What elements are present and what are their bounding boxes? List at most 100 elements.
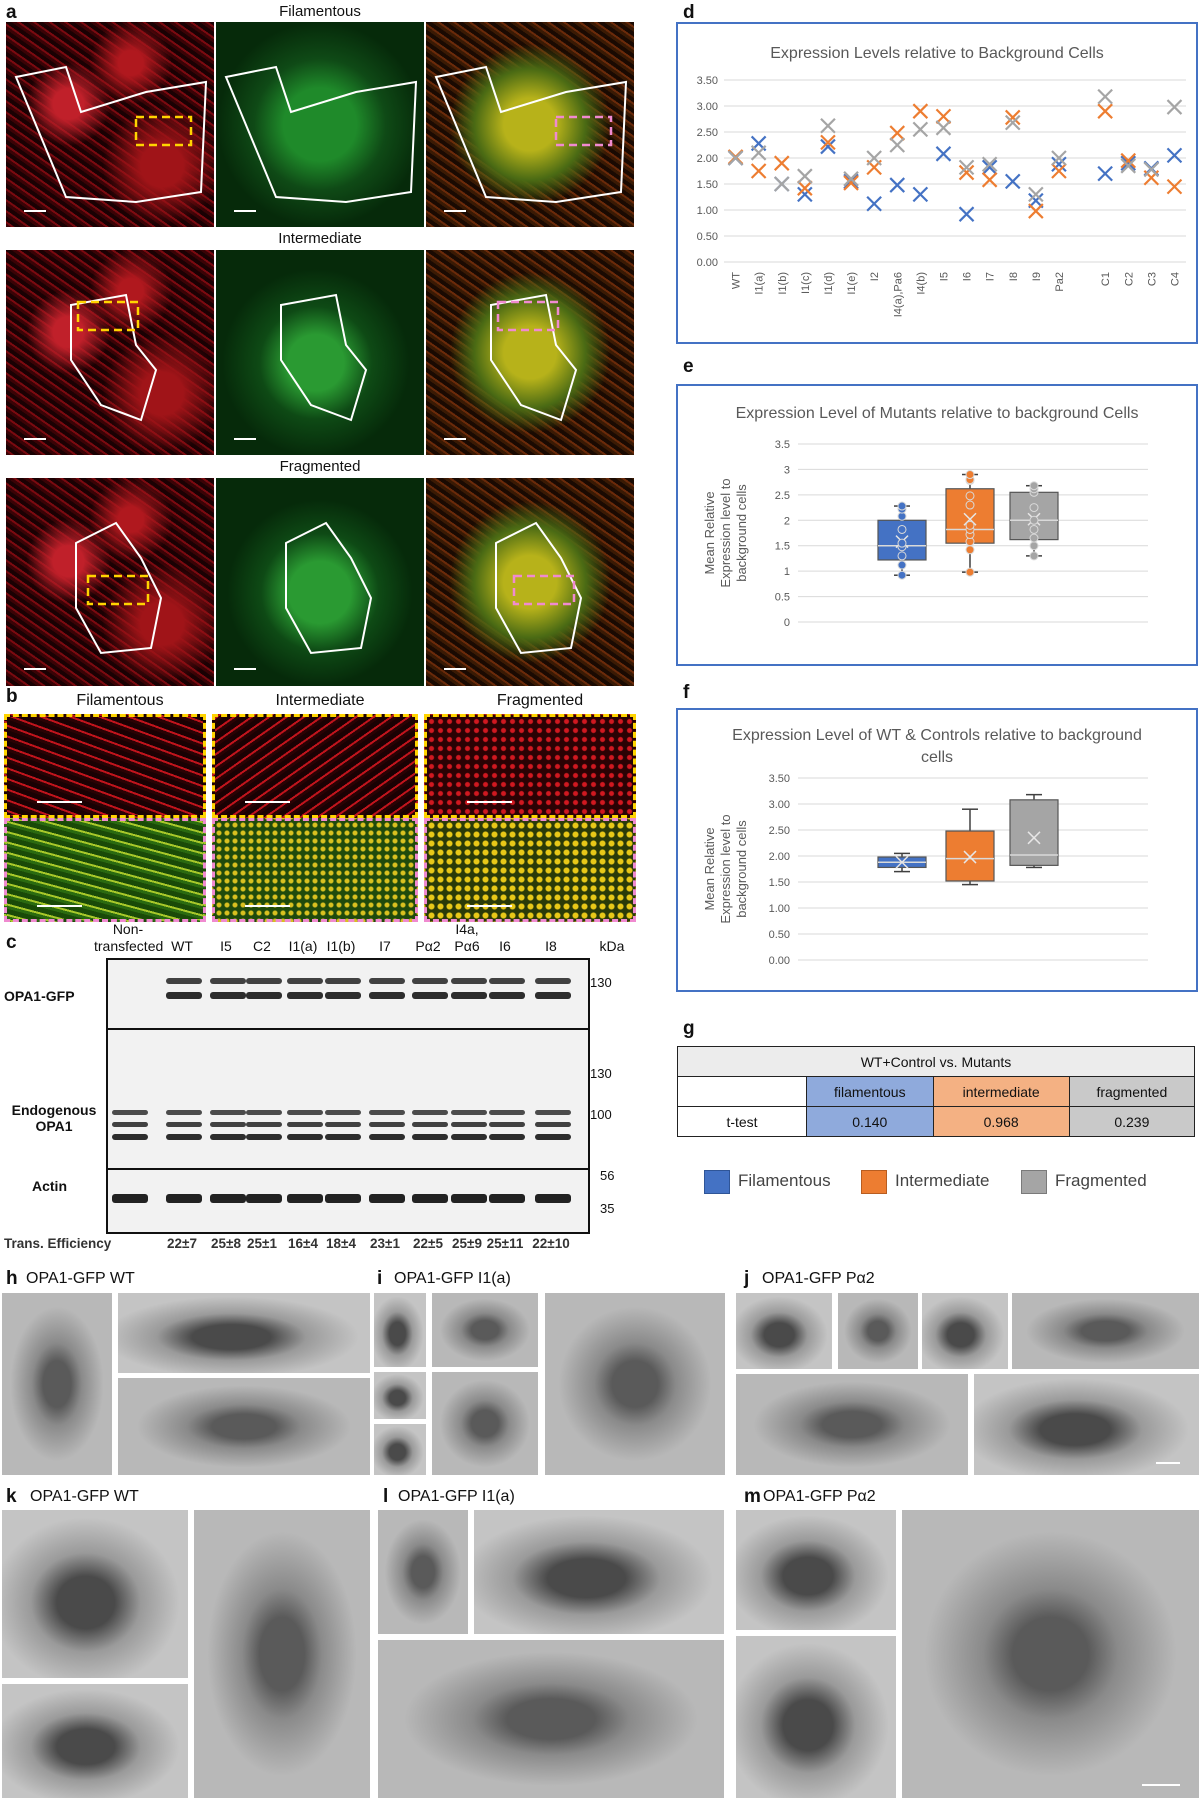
data-point-x-marker: [1051, 163, 1067, 179]
blot-band: [325, 1110, 361, 1115]
marker-stroke: [935, 120, 952, 136]
x-tick-label: I1(e): [846, 272, 858, 295]
y-axis-label: Expression level to: [718, 814, 733, 923]
y-tick-label: 1.50: [769, 877, 790, 889]
y-axis-label: Mean Relative: [702, 491, 717, 574]
x-tick-label: I7: [985, 272, 997, 281]
blot-lane-label: I7: [379, 938, 391, 954]
em-image-l1: [378, 1510, 468, 1634]
blot-band: [287, 1110, 323, 1115]
fluor-image-merge-fragmented: [426, 478, 634, 686]
data-point-x-marker: [1166, 99, 1183, 115]
marker-130-mid: 130: [590, 1066, 612, 1081]
y-tick-label: 0.50: [697, 231, 718, 243]
blot-band: [412, 1122, 448, 1127]
marker-stroke: [750, 163, 767, 179]
data-point-x-marker: [981, 159, 998, 176]
marker-stroke: [912, 186, 929, 203]
blot-band: [412, 992, 448, 999]
data-point-x-marker: [797, 180, 813, 196]
marker-stroke: [1004, 109, 1021, 126]
panel-j-label: j: [744, 1268, 750, 1289]
marker-stroke: [889, 125, 906, 141]
x-tick-label: C3: [1146, 272, 1158, 286]
panel-b-col1-title: Filamentous: [76, 692, 164, 709]
panel-i-label: i: [377, 1268, 383, 1289]
panel-c-label: c: [6, 932, 17, 953]
blot-actin: [106, 1168, 590, 1234]
panel-a-row3-title: Fragmented: [279, 458, 361, 475]
y-tick-label: 0.00: [697, 257, 718, 269]
ttest-table: WT+Control vs. Mutants filamentous inter…: [677, 1046, 1196, 1137]
data-point-x-marker: [1051, 156, 1067, 173]
panel-j-title: OPA1-GFP Pα2: [762, 1270, 875, 1287]
blot-band: [412, 1134, 448, 1140]
blot-band: [489, 1110, 525, 1115]
data-point-x-marker: [1097, 103, 1113, 119]
zoom-red-intermediate: [212, 714, 418, 818]
data-point-x-marker: [1166, 147, 1183, 164]
blot-band: [210, 1122, 246, 1127]
em-image-k2: [194, 1510, 370, 1798]
blot-band: [412, 1110, 448, 1115]
data-point-x-marker: [866, 150, 882, 166]
trans-efficiency-value: 25±8: [211, 1236, 241, 1251]
em-image-j3: [922, 1293, 1008, 1369]
fluor-image-green-filamentous: [216, 22, 424, 227]
y-tick-label: 1.50: [697, 179, 718, 191]
blot-band: [246, 1122, 282, 1127]
x-tick-label: I1(d): [823, 272, 835, 295]
panel-d-label: d: [683, 2, 695, 23]
trans-efficiency-value: 18±4: [326, 1236, 356, 1251]
marker-stroke: [912, 121, 929, 138]
blot-band: [325, 1134, 361, 1140]
ttest-row-label: t-test: [677, 1106, 807, 1137]
marker-stroke: [1004, 114, 1021, 131]
data-point: [1029, 481, 1039, 491]
em-image-j1: [736, 1293, 832, 1369]
marker-stroke: [1097, 88, 1113, 105]
trans-efficiency-value: 22±7: [167, 1236, 197, 1251]
blot-lane-label: I1(b): [326, 938, 356, 954]
marker-stroke: [1166, 147, 1183, 164]
data-point-x-marker: [1143, 161, 1160, 178]
em-image-i1: [374, 1293, 426, 1367]
data-point: [965, 545, 975, 555]
marker-stroke: [843, 171, 859, 187]
em-image-l3: [378, 1640, 724, 1798]
blot-lane-label: Pα2: [415, 938, 441, 954]
marker-stroke: [797, 168, 813, 184]
ttest-col-filamentous: filamentous: [806, 1076, 934, 1107]
blot-band: [325, 1122, 361, 1127]
marker-stroke: [958, 164, 975, 181]
data-point: [897, 501, 907, 511]
data-point-x-marker: [1097, 88, 1113, 105]
blot-band: [112, 1122, 148, 1127]
y-tick-label: 3.5: [775, 439, 790, 451]
blot-band: [246, 1134, 282, 1140]
marker-100-mid: 100: [590, 1107, 612, 1122]
blot-band: [451, 992, 487, 999]
y-tick-label: 1.5: [775, 541, 790, 553]
fluor-image-merge-filamentous: [426, 22, 634, 227]
x-tick-label: I5: [938, 272, 950, 281]
panel-h-label: h: [6, 1268, 18, 1289]
blot-band: [535, 1134, 571, 1140]
blot-band: [535, 1110, 571, 1115]
chart-title: Expression Level of Mutants relative to …: [736, 405, 1139, 422]
trans-efficiency-value: 25±11: [486, 1236, 524, 1251]
blot-band: [287, 1194, 323, 1203]
x-tick-label: I1(a): [754, 272, 766, 295]
data-point-x-marker: [820, 138, 836, 155]
data-point-x-marker: [843, 173, 859, 190]
marker-stroke: [820, 134, 836, 151]
y-tick-label: 2.5: [775, 490, 790, 502]
marker-stroke: [1051, 150, 1067, 166]
data-point: [965, 491, 975, 501]
panel-f-label: f: [683, 682, 690, 703]
chart-e-box: Expression Level of Mutants relative to …: [676, 384, 1198, 666]
panel-l-label: l: [383, 1486, 389, 1507]
chart-f-box-plot: Expression Level of WT & Controls relati…: [702, 727, 1148, 967]
fluor-image-green-fragmented: [216, 478, 424, 686]
data-point-x-marker: [727, 150, 744, 166]
